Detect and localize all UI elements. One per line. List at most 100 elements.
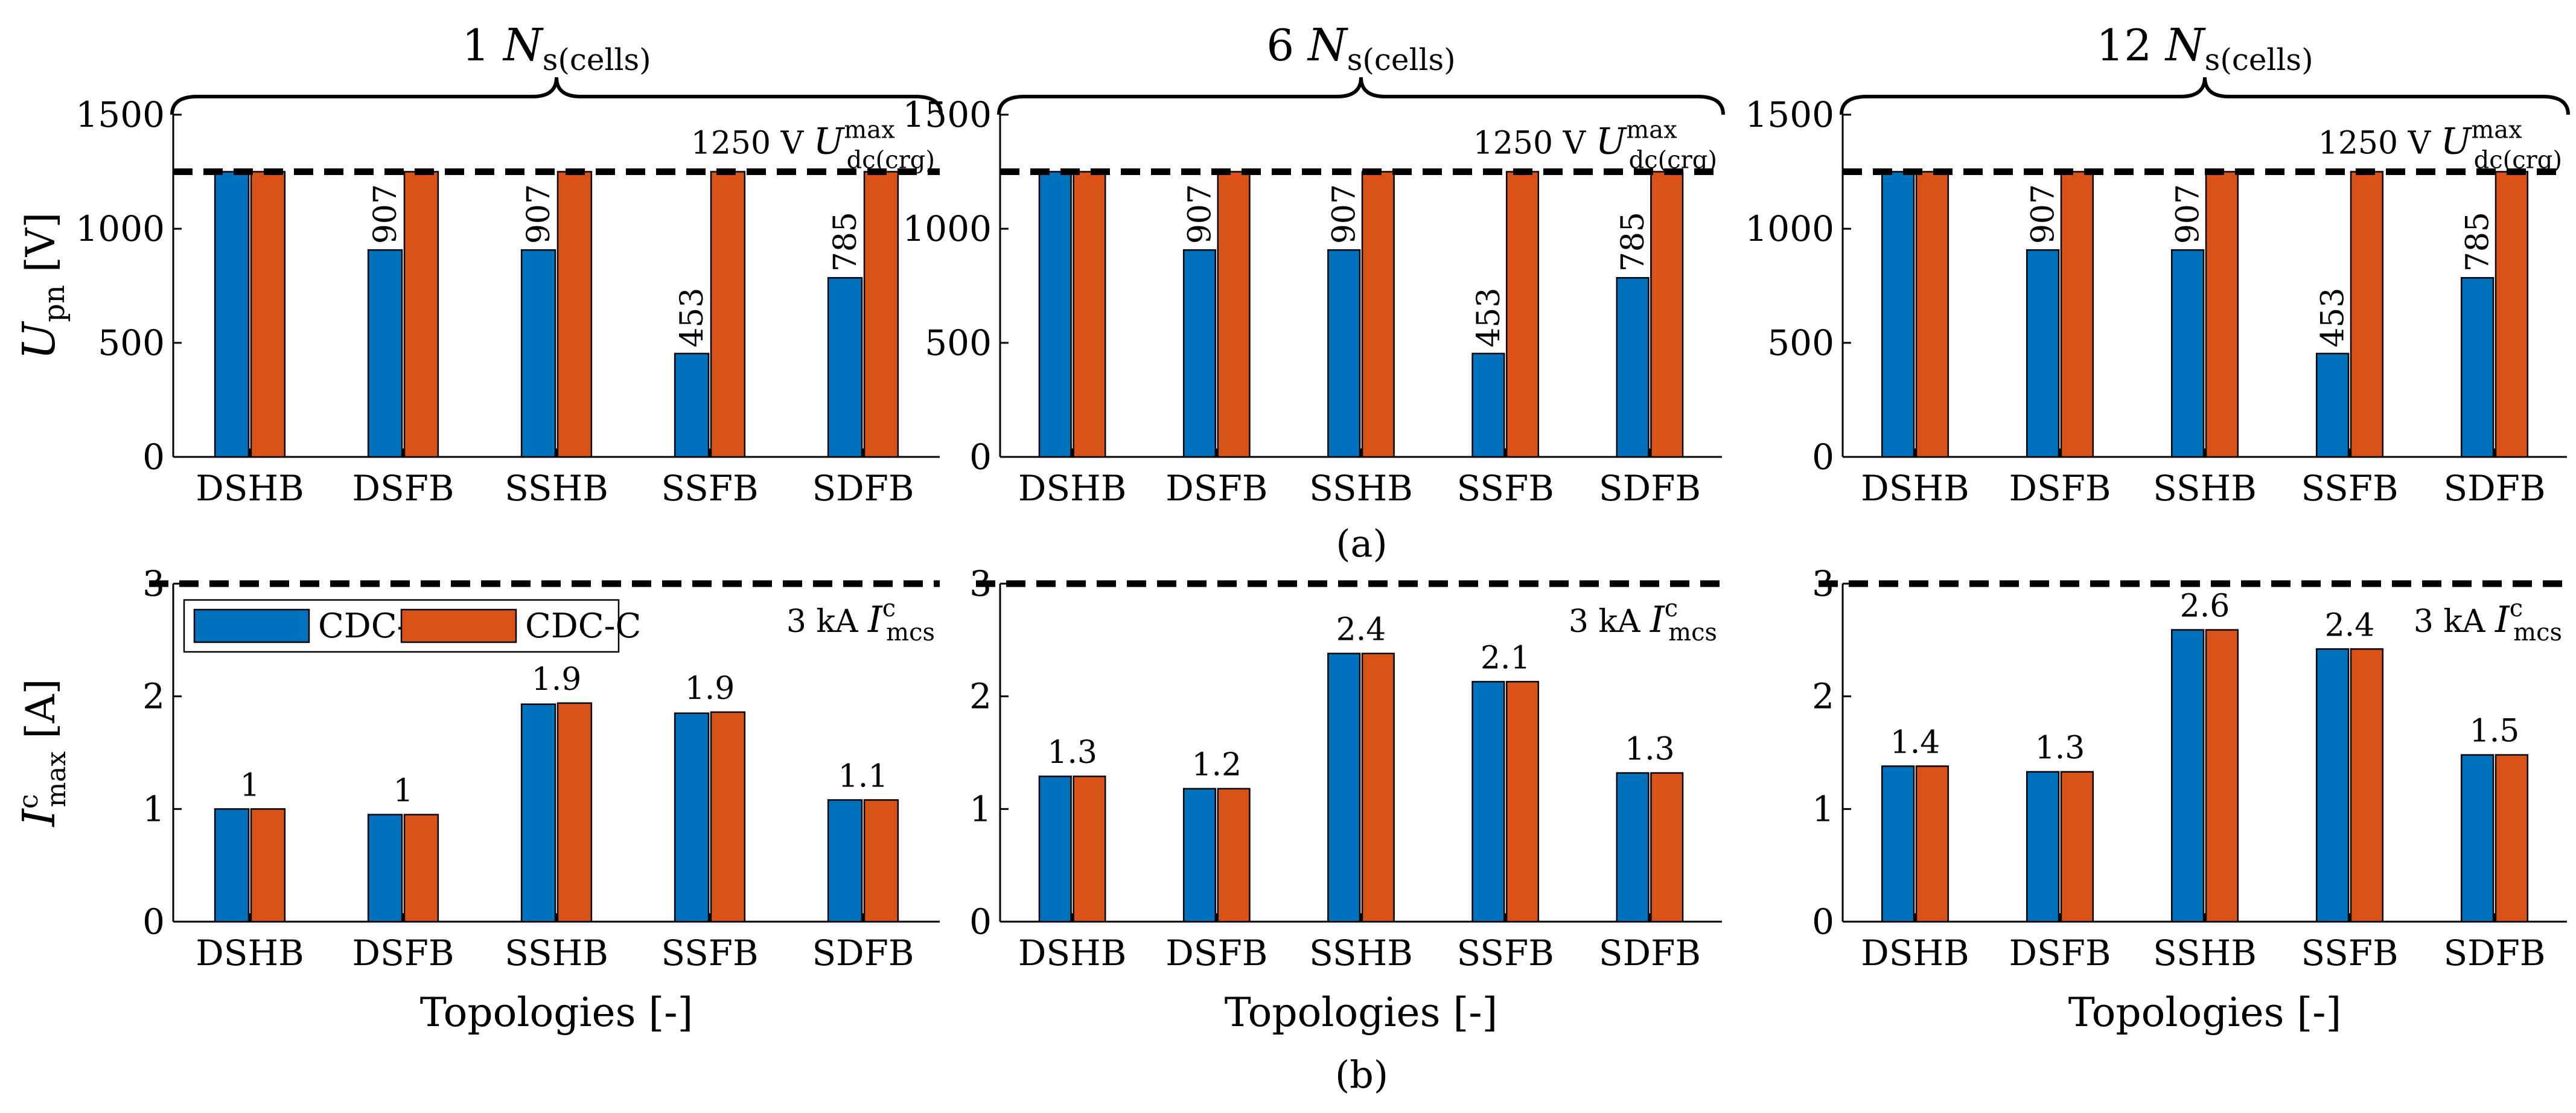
x-tick-label: DSHB [1018,933,1126,974]
x-tick-label: SSHB [1309,468,1413,509]
brace [1840,77,2570,115]
bar-cdc-c-dsfb [1217,788,1251,923]
group-header-label: 6 Ns(cells) [1266,19,1455,77]
y-tick-label: 1 [1812,788,1834,829]
group-header-label: 12 Ns(cells) [2096,19,2313,77]
y-tick-label: 1500 [75,94,165,135]
bar-cdc-c-dshb [1915,171,1950,458]
data-label: 785 [2460,212,2496,272]
bar-cdc-t-sdfb [1616,772,1650,923]
bar-cdc-c-ssfb [1505,171,1540,458]
x-tick-label: DSFB [352,933,454,974]
bar-cdc-t-dshb [1038,171,1072,458]
x-tick-label: DSFB [352,468,454,509]
data-label: 1.9 [685,671,735,707]
bar-cdc-t-dsfb [1182,249,1217,458]
data-label: 1.2 [1191,747,1242,783]
data-label: 907 [368,184,404,244]
bar-cdc-t-ssfb [1471,352,1505,458]
bar-cdc-c-dsfb [403,171,439,458]
bar-cdc-c-dshb [250,808,286,923]
bar-cdc-c-sshb [556,171,593,458]
y-tick-label: 2 [142,676,165,717]
bar-cdc-t-dshb [1038,775,1072,923]
bar-cdc-c-ssfb [2350,648,2384,923]
y-tick-label: 0 [142,901,165,942]
bar-cdc-t-sdfb [2460,754,2495,923]
bar-cdc-t-ssfb [674,712,710,923]
bar-cdc-c-sshb [1361,652,1395,923]
reference-annotation: 3 kA Ic mcs [786,595,935,646]
reference-annotation: 3 kA Ic mcs [2414,595,2562,646]
y-tick-label: 0 [1812,436,1834,477]
bar-cdc-t-ssfb [2315,352,2350,458]
x-tick-label: SDFB [1599,933,1701,974]
group-header-0: 1 Ns(cells) [170,19,943,115]
data-label: 453 [1471,288,1507,348]
bar-cdc-c-sdfb [2495,754,2529,923]
bar-cdc-c-dshb [1073,775,1106,923]
y-axis-title-bottom: Icmax [A] [13,679,72,828]
bar-cdc-t-sdfb [2460,277,2495,458]
data-label: 2.6 [2180,588,2230,625]
x-tick-label: SSFB [2301,468,2398,509]
brace [170,77,943,115]
x-axis-title: Topologies [-] [1225,989,1498,1036]
bar-cdc-c-sshb [2205,171,2239,458]
brace [997,77,1725,115]
data-label: 785 [1615,212,1651,272]
x-tick-label: SSHB [2153,933,2257,974]
panel-label-b: (b) [1335,1053,1388,1097]
panel-label-a: (a) [1336,521,1387,566]
bar-cdc-t-sshb [520,703,556,923]
x-tick-label: DSFB [1165,933,1267,974]
y-tick-label: 1000 [75,208,165,249]
y-tick-label: 500 [925,322,992,363]
data-label: 1 [240,767,260,803]
legend-swatch-cdc-c [400,608,517,643]
bar-cdc-c-ssfb [710,711,746,923]
data-label: 907 [2170,184,2207,244]
data-label: 1.3 [1625,732,1675,768]
y-tick-label: 2 [1812,676,1834,717]
data-label: 1.3 [2035,730,2085,767]
bar-cdc-c-dsfb [1217,171,1251,458]
y-tick-label: 1 [969,788,992,829]
data-label: 2.4 [1336,612,1386,648]
x-tick-label: SDFB [812,933,914,974]
bar-cdc-t-dsfb [2026,771,2060,923]
bar-cdc-c-dshb [1073,171,1106,458]
y-tick-label: 2 [969,676,992,717]
legend-swatch-cdc-t [193,608,310,643]
bar-cdc-c-sdfb [863,171,899,458]
data-label: 1.3 [1047,735,1097,771]
y-tick-label: 0 [969,436,992,477]
bar-cdc-c-ssfb [1505,681,1540,923]
data-label: 907 [521,184,557,244]
chart-1-1: 0123DSHB1.3DSFB1.2SSHB2.4SSFB2.1SDFB1.33… [969,563,1722,974]
reference-annotation: 3 kA Ic mcs [1569,595,1717,646]
x-tick-label: SSHB [2153,468,2257,509]
x-tick-label: DSFB [1165,468,1267,509]
reference-annotation: 1250 V Umax dc(crg) [691,116,935,174]
group-header-2: 12 Ns(cells) [1840,19,2570,115]
y-tick-label: 1 [142,788,165,829]
bar-cdc-t-sdfb [1616,277,1650,458]
data-label: 453 [674,288,710,348]
x-tick-label: DSHB [196,933,304,974]
chart-0-1: 0 500 1000 1500 DSHB DSFB 907 SSHB 907 SSFB 453 SDF… [902,94,1722,509]
bar-cdc-t-sshb [520,249,556,458]
bar-cdc-c-ssfb [2350,171,2384,458]
reference-annotation: 1250 V Umax dc(crg) [1473,116,1717,174]
bar-cdc-c-sshb [556,702,593,923]
x-tick-label: SDFB [1599,468,1701,509]
bar-cdc-c-sdfb [1650,772,1684,923]
y-axis-title-top: Upn [V] [13,212,71,360]
x-tick-label: SSFB [1457,933,1554,974]
bar-cdc-t-sshb [2170,249,2205,458]
data-label: 1.9 [532,662,582,698]
chart-0-0: 0 500 1000 1500 DSHB DSFB 907 SSHB 907 SSFB 453 SDF… [75,94,940,509]
bar-cdc-t-dshb [1881,765,1915,923]
